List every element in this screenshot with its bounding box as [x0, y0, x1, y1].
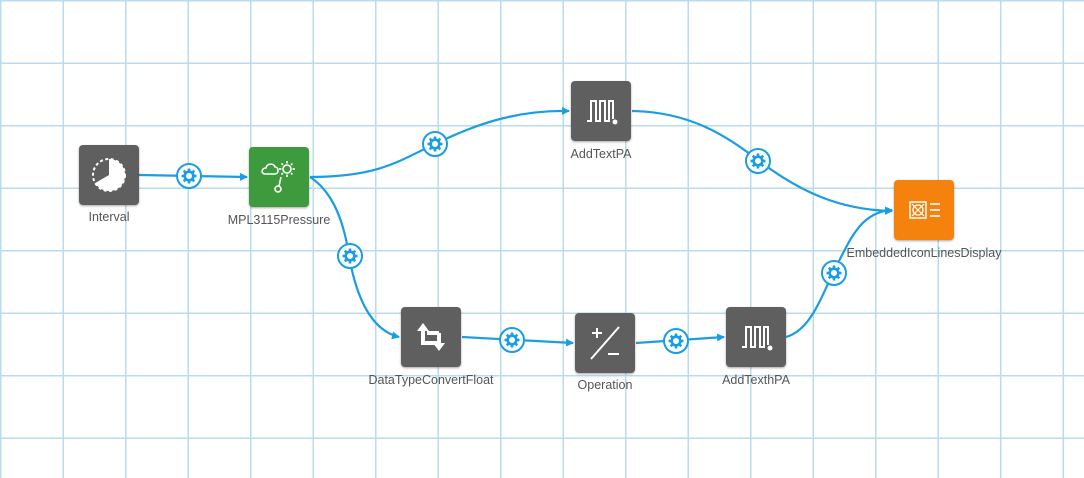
cloud-gear-sensor-icon — [261, 161, 295, 193]
connector-addtexthpa-display[interactable] — [821, 260, 847, 286]
gear-icon — [181, 168, 197, 184]
gear-icon — [427, 136, 443, 152]
connector-datatype-operation[interactable] — [499, 327, 525, 353]
operation-label: Operation — [577, 378, 633, 392]
gear-icon — [504, 332, 520, 348]
display-label: EmbeddedIconLinesDisplay — [846, 246, 1002, 260]
display-node[interactable] — [894, 180, 954, 240]
addtextpa-label: AddTextPA — [570, 147, 632, 161]
mpl3115-node[interactable] — [249, 147, 309, 207]
interval-node[interactable] — [79, 145, 139, 205]
gear-icon — [342, 248, 358, 264]
connector-operation-addtexthpa[interactable] — [663, 328, 689, 354]
display-lines-icon — [909, 201, 940, 219]
plus-minus-icon — [590, 326, 620, 360]
timer-icon — [92, 158, 126, 192]
connector-mpl3115-addtextpa[interactable] — [422, 131, 448, 157]
gear-icon — [668, 333, 684, 349]
waveform-icon — [742, 326, 773, 351]
addtexthpa-label: AddTexthPA — [722, 373, 790, 387]
connector-mpl3115-datatype[interactable] — [337, 243, 363, 269]
gear-icon — [750, 153, 766, 169]
datatype-node[interactable] — [401, 307, 461, 367]
connector-interval-mpl3115[interactable] — [176, 163, 202, 189]
addtextpa-node[interactable] — [571, 81, 631, 141]
connector-addtextpa-display[interactable] — [745, 148, 771, 174]
convert-arrows-icon — [417, 323, 445, 351]
gear-icon — [826, 265, 842, 281]
mpl3115-label: MPL3115Pressure — [227, 213, 331, 227]
waveform-icon — [587, 100, 618, 125]
datatype-label: DataTypeConvertFloat — [368, 373, 494, 387]
addtexthpa-node[interactable] — [726, 307, 786, 367]
operation-node[interactable] — [575, 313, 635, 373]
interval-label: Interval — [88, 210, 130, 224]
